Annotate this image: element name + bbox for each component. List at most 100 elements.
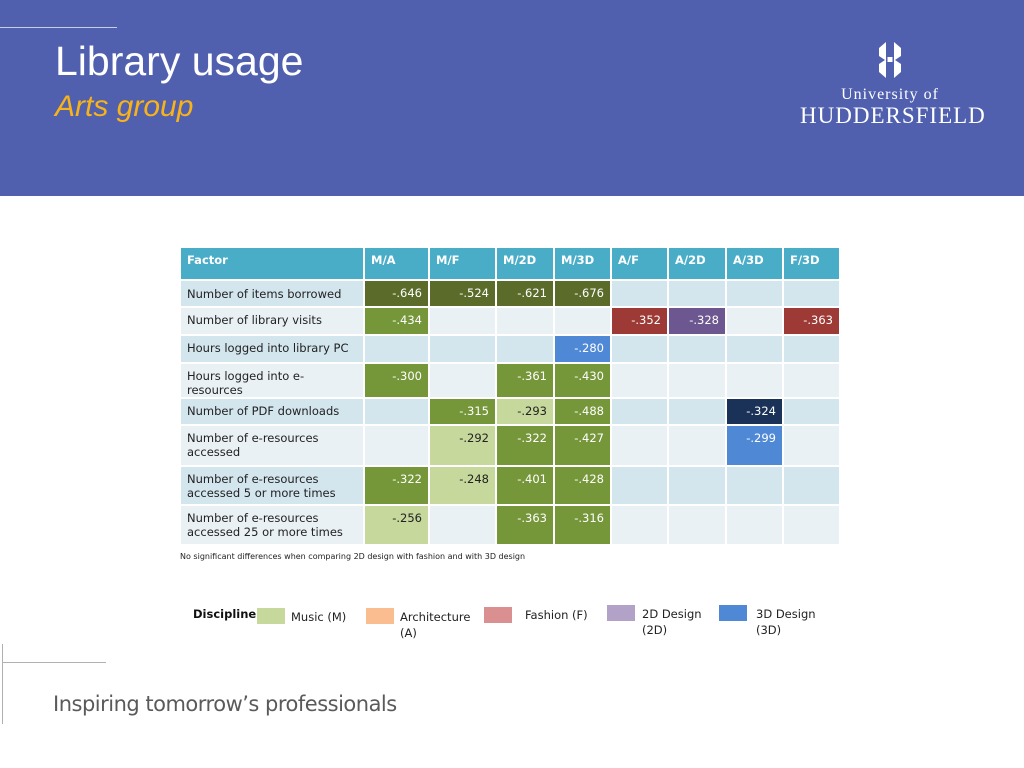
value-cell: -.293 [495, 397, 555, 426]
column-header: M/A [363, 246, 430, 281]
value-cell [725, 504, 784, 546]
footer-tagline: Inspiring tomorrow’s professionals [53, 692, 397, 716]
value-cell: -.361 [495, 362, 555, 399]
value-cell [782, 465, 841, 506]
value-cell: -.434 [363, 306, 430, 336]
table-row: Hours logged into library PC -.280 [179, 334, 841, 364]
table-row: Number of e-resources accessed 5 or more… [179, 465, 841, 506]
table-row: Hours logged into e-resources -.300 -.36… [179, 362, 841, 399]
table-row: Number of PDF downloads -.315 -.293 -.48… [179, 397, 841, 426]
value-cell [363, 424, 430, 467]
value-cell: -.256 [363, 504, 430, 546]
legend-title: Discipline [193, 607, 257, 621]
value-cell: -.316 [553, 504, 612, 546]
legend-label-3d-design: 3D Design (3D) [756, 607, 816, 637]
value-cell [610, 362, 669, 399]
slide-title: Library usage [55, 38, 304, 84]
slide-subtitle: Arts group [55, 90, 194, 123]
value-cell: -.352 [610, 306, 669, 336]
factor-cell: Number of e-resources accessed 5 or more… [179, 465, 365, 506]
value-cell [610, 504, 669, 546]
value-cell [667, 362, 727, 399]
value-cell [553, 306, 612, 336]
column-header: M/2D [495, 246, 555, 281]
logo-mark-icon [879, 42, 901, 78]
value-cell [725, 465, 784, 506]
value-cell [495, 306, 555, 336]
value-cell [667, 504, 727, 546]
column-header: M/F [428, 246, 497, 281]
value-cell: -.299 [725, 424, 784, 467]
value-cell: -.315 [428, 397, 497, 426]
value-cell: -.427 [553, 424, 612, 467]
legend-swatch-3d-design [719, 605, 747, 621]
value-cell [610, 279, 669, 308]
legend-label-fashion: Fashion (F) [525, 608, 588, 622]
factor-cell: Number of items borrowed [179, 279, 365, 308]
value-cell [782, 279, 841, 308]
table-footnote: No significant differences when comparin… [180, 552, 526, 561]
table-header-row: Factor M/A M/F M/2D M/3D A/F A/2D A/3D F… [179, 246, 841, 281]
table-row: Number of e-resources accessed 25 or mor… [179, 504, 841, 546]
value-cell [667, 279, 727, 308]
legend-label-2d-design: 2D Design (2D) [642, 607, 702, 637]
legend-swatch-music [257, 608, 285, 624]
table-row: Number of library visits -.434 -.352 -.3… [179, 306, 841, 336]
value-cell [428, 504, 497, 546]
value-cell [725, 279, 784, 308]
column-header: Factor [179, 246, 365, 281]
value-cell: -.428 [553, 465, 612, 506]
factor-cell: Number of e-resources accessed [179, 424, 365, 467]
value-cell [428, 306, 497, 336]
column-header: M/3D [553, 246, 612, 281]
legend-label-music: Music (M) [291, 610, 347, 624]
value-cell: -.676 [553, 279, 612, 308]
value-cell: -.488 [553, 397, 612, 426]
value-cell [667, 465, 727, 506]
footer-divider-horizontal [3, 662, 106, 663]
value-cell: -.292 [428, 424, 497, 467]
value-cell [782, 504, 841, 546]
value-cell [428, 362, 497, 399]
correlation-table: Factor M/A M/F M/2D M/3D A/F A/2D A/3D F… [179, 246, 841, 546]
legend-swatch-architecture [366, 608, 394, 624]
value-cell: -.324 [725, 397, 784, 426]
value-cell [725, 362, 784, 399]
factor-cell: Hours logged into library PC [179, 334, 365, 364]
value-cell: -.524 [428, 279, 497, 308]
table-row: Number of items borrowed -.646 -.524 -.6… [179, 279, 841, 308]
value-cell: -.300 [363, 362, 430, 399]
value-cell: -.363 [495, 504, 555, 546]
logo-text-line1: University of [841, 86, 939, 103]
value-cell: -.646 [363, 279, 430, 308]
legend-swatch-2d-design [607, 605, 635, 621]
column-header: A/F [610, 246, 669, 281]
value-cell [667, 397, 727, 426]
factor-cell: Number of PDF downloads [179, 397, 365, 426]
value-cell [610, 465, 669, 506]
legend-label-architecture: Architecture (A) [400, 610, 471, 640]
value-cell [667, 424, 727, 467]
value-cell: -.248 [428, 465, 497, 506]
factor-cell: Number of e-resources accessed 25 or mor… [179, 504, 365, 546]
value-cell [725, 306, 784, 336]
value-cell [782, 397, 841, 426]
legend-swatch-fashion [484, 607, 512, 623]
value-cell: -.621 [495, 279, 555, 308]
value-cell [610, 424, 669, 467]
value-cell [782, 424, 841, 467]
decorative-line [0, 27, 117, 28]
value-cell: -.363 [782, 306, 841, 336]
value-cell: -.322 [363, 465, 430, 506]
column-header: A/2D [667, 246, 727, 281]
factor-cell: Hours logged into e-resources [179, 362, 365, 399]
value-cell [725, 334, 784, 364]
university-logo: University of HUDDERSFIELD [800, 38, 985, 138]
factor-cell: Number of library visits [179, 306, 365, 336]
column-header: F/3D [782, 246, 841, 281]
value-cell: -.280 [553, 334, 612, 364]
header-banner: Library usage Arts group University of H… [0, 0, 1024, 196]
value-cell [495, 334, 555, 364]
footer-divider-vertical [2, 644, 3, 724]
value-cell: -.401 [495, 465, 555, 506]
